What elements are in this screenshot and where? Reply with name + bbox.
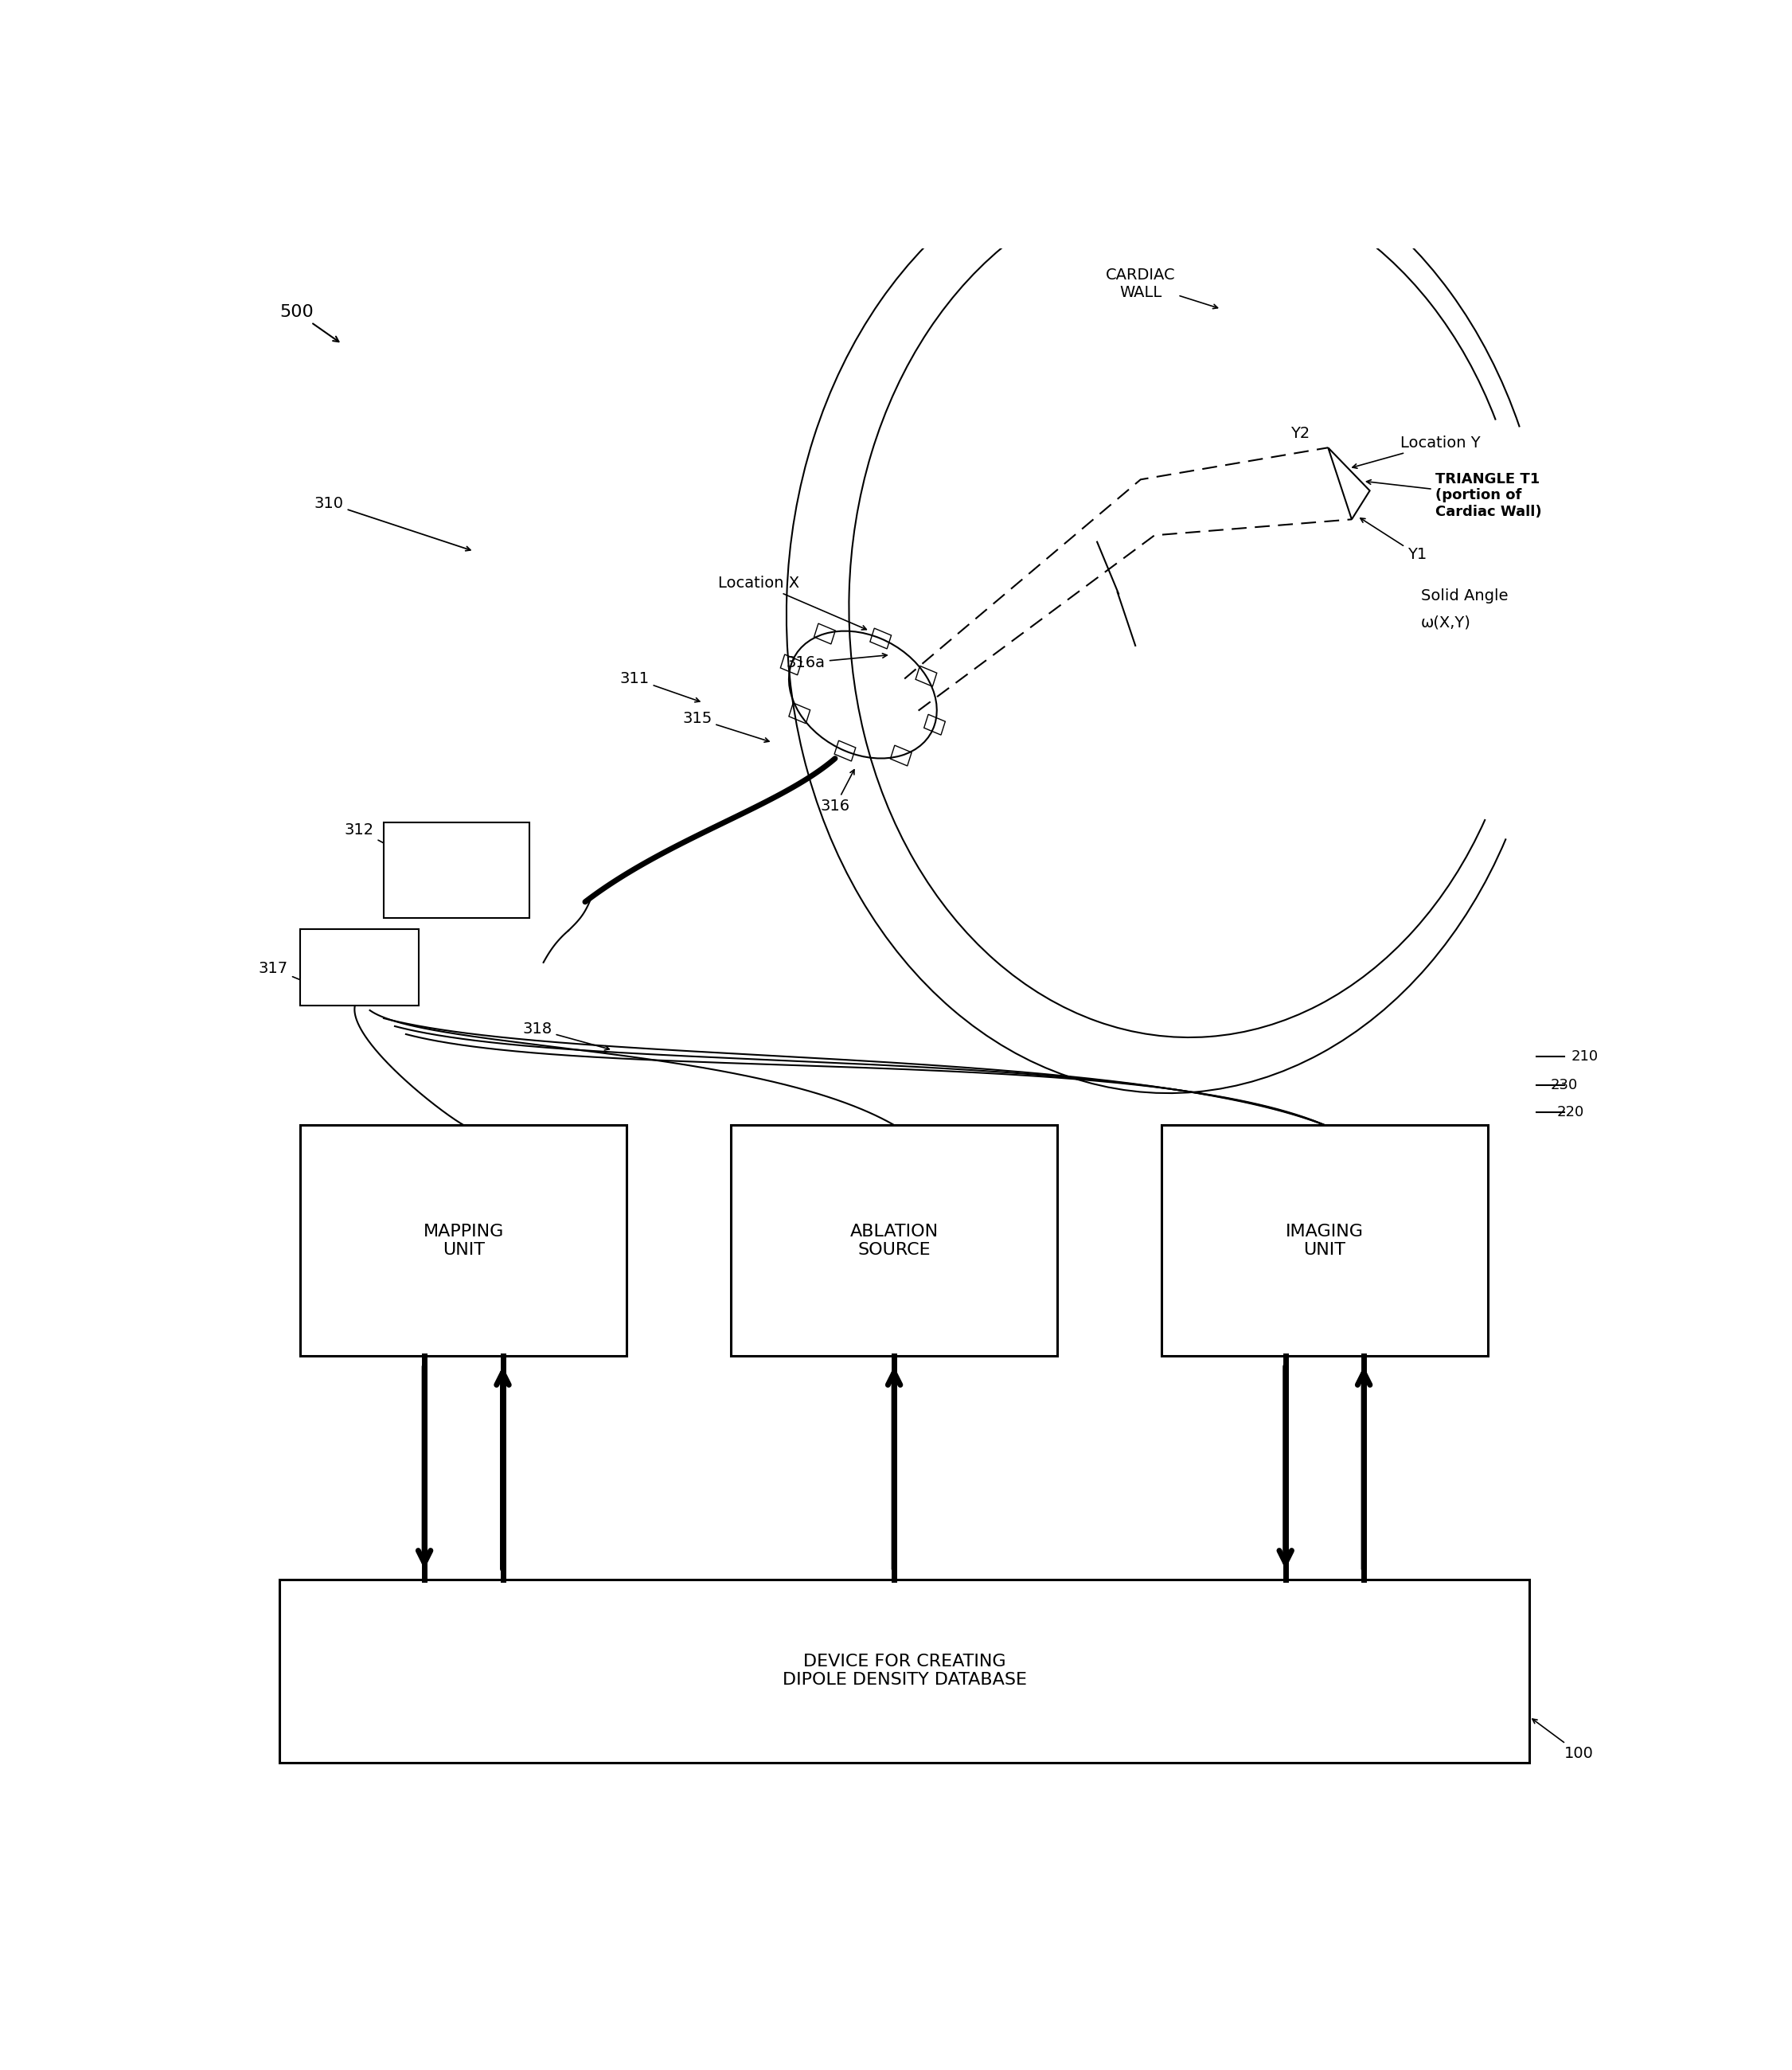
Bar (788, 704, 810, 724)
Text: 316a: 316a (787, 654, 887, 671)
Bar (916, 667, 937, 687)
Text: Y1: Y1 (1360, 518, 1426, 561)
FancyBboxPatch shape (280, 1579, 1530, 1764)
Bar (781, 654, 801, 675)
Text: 311: 311 (620, 671, 699, 702)
Text: Solid Angle: Solid Angle (1421, 588, 1509, 604)
Text: 318: 318 (523, 1023, 609, 1049)
Text: IMAGING
UNIT: IMAGING UNIT (1285, 1223, 1364, 1259)
Text: MAPPING
UNIT: MAPPING UNIT (423, 1223, 504, 1259)
Text: Location X: Location X (719, 575, 866, 629)
Text: Location Y: Location Y (1353, 435, 1480, 468)
Text: 210: 210 (1572, 1049, 1598, 1064)
Text: 500: 500 (280, 304, 339, 342)
Text: 230: 230 (1550, 1078, 1577, 1093)
Bar (835, 741, 855, 762)
FancyBboxPatch shape (1161, 1126, 1487, 1356)
Bar (871, 627, 891, 648)
FancyBboxPatch shape (301, 929, 419, 1006)
Text: 100: 100 (1532, 1718, 1593, 1762)
Text: Y2: Y2 (1290, 426, 1310, 441)
Text: TRIANGLE T1
(portion of
Cardiac Wall): TRIANGLE T1 (portion of Cardiac Wall) (1367, 472, 1541, 520)
Text: DEVICE FOR CREATING
DIPOLE DENSITY DATABASE: DEVICE FOR CREATING DIPOLE DENSITY DATAB… (783, 1654, 1027, 1689)
Text: 310: 310 (314, 497, 470, 551)
Text: 317: 317 (258, 960, 321, 989)
Text: 316: 316 (821, 770, 855, 814)
FancyBboxPatch shape (383, 822, 530, 917)
Bar (925, 714, 944, 735)
Text: 312: 312 (344, 822, 432, 867)
Text: ω(X,Y): ω(X,Y) (1421, 615, 1471, 631)
Text: ABLATION
SOURCE: ABLATION SOURCE (849, 1223, 939, 1259)
Text: CARDIAC
WALL: CARDIAC WALL (1106, 267, 1217, 308)
Bar (891, 745, 912, 766)
Bar (814, 623, 835, 644)
FancyBboxPatch shape (731, 1126, 1057, 1356)
Text: 315: 315 (683, 710, 769, 743)
FancyBboxPatch shape (301, 1126, 627, 1356)
Text: 220: 220 (1557, 1105, 1584, 1120)
